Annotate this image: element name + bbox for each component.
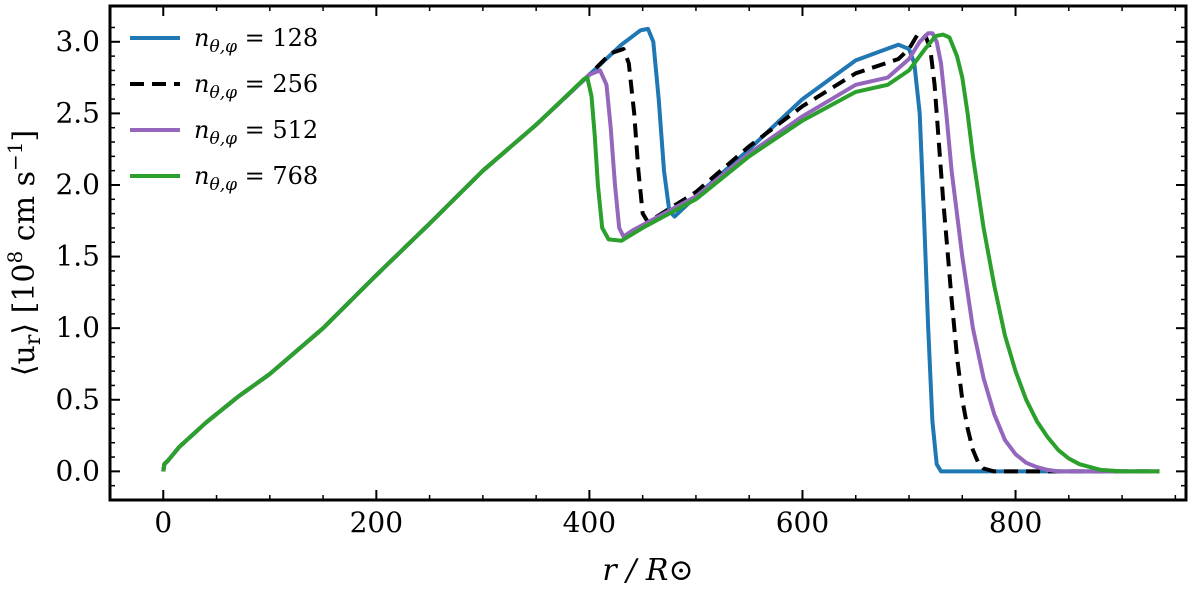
legend-label-4: nθ,φ = 768 bbox=[194, 162, 318, 195]
y-tick-label: 0.5 bbox=[55, 383, 100, 416]
legend: nθ,φ = 128 nθ,φ = 256 nθ,φ = 512 nθ,φ = 768 bbox=[130, 24, 318, 195]
y-tick-label: 1.5 bbox=[55, 240, 100, 273]
y-tick-label: 1.0 bbox=[55, 311, 100, 344]
legend-label-1: nθ,φ = 128 bbox=[194, 24, 318, 57]
x-tick-label: 800 bbox=[989, 506, 1042, 539]
y-axis-label: ⟨ur⟩ [108 cm s−1] bbox=[3, 130, 46, 376]
y-tick-label: 3.0 bbox=[55, 25, 100, 58]
plot-frame bbox=[108, 4, 1188, 502]
x-tick-label: 200 bbox=[350, 506, 403, 539]
x-axis-label: r / R⊙ bbox=[602, 553, 693, 588]
y-tick-label: 2.0 bbox=[55, 168, 100, 201]
legend-label-2: nθ,φ = 256 bbox=[194, 70, 318, 103]
series-line-4 bbox=[161, 32, 1160, 474]
x-axis: 0 200 400 600 800 bbox=[154, 6, 1177, 539]
series-line-3 bbox=[161, 31, 1160, 474]
y-tick-label: 0.0 bbox=[55, 454, 100, 487]
series-line-2 bbox=[161, 31, 1160, 474]
x-tick-label: 600 bbox=[776, 506, 829, 539]
x-tick-label: 0 bbox=[154, 506, 172, 539]
y-tick-label: 2.5 bbox=[55, 96, 100, 129]
y-axis: 0.0 0.5 1.0 1.5 2.0 2.5 3.0 bbox=[55, 25, 1186, 487]
plot-content bbox=[161, 26, 1160, 474]
x-tick-label: 400 bbox=[563, 506, 616, 539]
legend-label-3: nθ,φ = 512 bbox=[194, 116, 318, 149]
